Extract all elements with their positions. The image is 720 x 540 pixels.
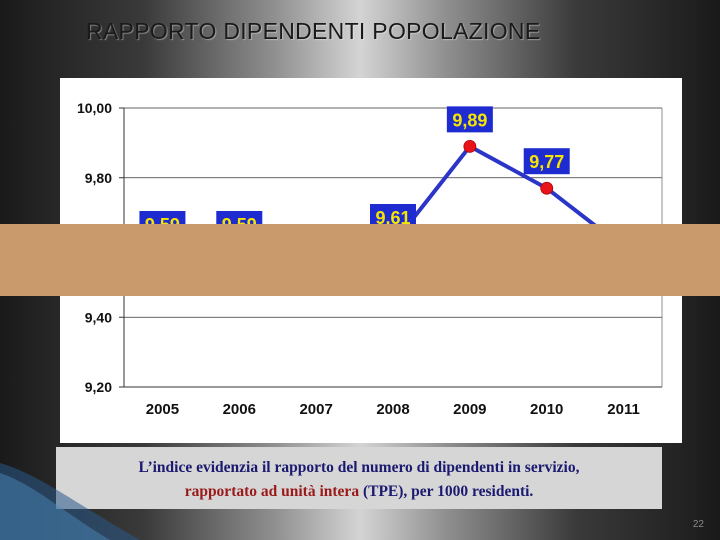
- decorative-wave: [0, 463, 140, 540]
- caption-rest: (TPE), per 1000 residenti.: [359, 483, 534, 500]
- y-tick-label: 9,40: [85, 309, 112, 325]
- data-point-2009: [463, 139, 477, 153]
- caption-line-1: L’indice evidenzia il rapporto del numer…: [138, 459, 580, 476]
- data-label: 9,89: [452, 110, 487, 130]
- caption-line-2: rapportato ad unità intera (TPE), per 10…: [56, 480, 662, 504]
- data-label: 9,61: [375, 208, 410, 228]
- data-labels: 9,599,599,619,899,77: [139, 106, 570, 237]
- x-tick-label: 2011: [607, 401, 640, 418]
- page-number: 22: [692, 519, 704, 530]
- y-tick-label: 9,80: [85, 170, 112, 186]
- data-label: 9,77: [529, 152, 564, 172]
- redaction-bar: [0, 224, 720, 296]
- data-label-box: [523, 148, 570, 175]
- x-tick-labels: 2005 2006 2007 2008 2009 2010 2011: [146, 401, 640, 418]
- x-tick-label: 2007: [299, 401, 332, 418]
- x-tick-label: 2005: [146, 401, 179, 418]
- series-line-segment: [391, 144, 625, 250]
- data-label-box: [446, 106, 493, 133]
- y-tick-label: 10,00: [77, 100, 112, 116]
- x-tick-label: 2006: [223, 401, 256, 418]
- x-tick-label: 2008: [376, 401, 409, 418]
- caption-highlight: rapportato ad unità intera: [184, 483, 360, 500]
- slide-title: RAPPORTO DIPENDENTI POPOLAZIONE: [86, 18, 541, 44]
- caption-box: L’indice evidenzia il rapporto del numer…: [56, 447, 662, 509]
- x-tick-label: 2010: [530, 401, 563, 418]
- y-tick-label: 9,20: [85, 379, 112, 395]
- data-point-2010: [540, 181, 554, 195]
- x-tick-label: 2009: [453, 401, 486, 418]
